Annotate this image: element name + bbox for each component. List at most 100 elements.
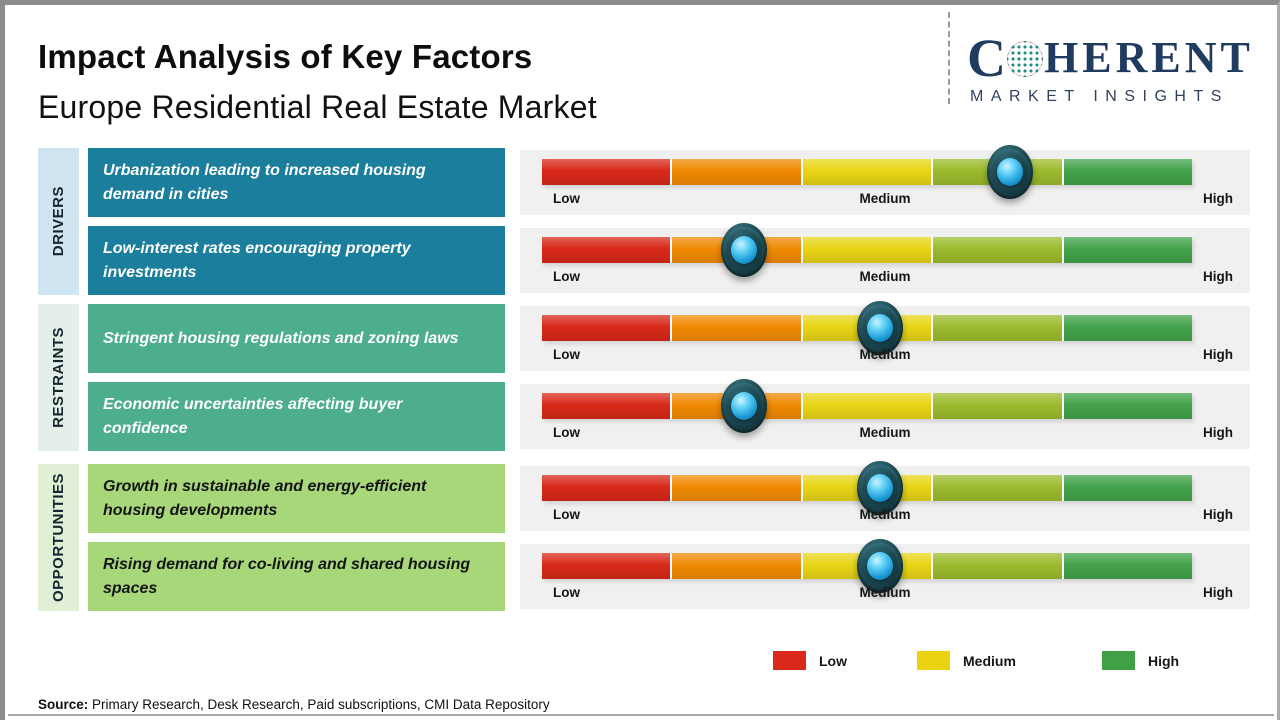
factor-box: Urbanization leading to increased housin…	[88, 148, 505, 217]
page-subtitle: Europe Residential Real Estate Market	[38, 89, 597, 125]
impact-scale-panel: Low Medium High	[520, 379, 1250, 449]
scale-segment-low	[542, 393, 673, 419]
scale-label-low: Low	[553, 269, 580, 284]
scale-segment-low	[542, 553, 673, 579]
scale-segment-low	[542, 159, 673, 185]
knob-core	[730, 236, 757, 264]
source-note: Source: Primary Research, Desk Research,…	[38, 697, 550, 712]
knob-core	[867, 552, 893, 580]
scale-segment-lowmed	[672, 315, 803, 341]
impact-scale-panel: Low Medium High	[520, 301, 1250, 371]
scale-label-medium: Medium	[859, 191, 911, 206]
scale-segment-medhigh	[933, 237, 1064, 263]
knob-core	[867, 474, 893, 502]
scale-segment-medium	[802, 393, 934, 419]
impact-scale-bar	[542, 475, 1193, 501]
scale-segment-low	[542, 315, 673, 341]
scale-labels: Low Medium High	[520, 347, 1250, 365]
scale-label-medium: Medium	[859, 269, 911, 284]
scale-segment-lowmed	[672, 159, 803, 185]
section-label-restraints: RESTRAINTS	[50, 327, 67, 428]
source-label: Source:	[38, 697, 89, 712]
knob-core	[730, 392, 757, 420]
logo-letter-c: C	[967, 28, 1006, 88]
scale-segment-medium	[802, 237, 934, 263]
factor-box: Growth in sustainable and energy-efficie…	[88, 464, 505, 533]
impact-scale-panel: Low Medium High	[520, 461, 1250, 531]
scale-segment-lowmed	[672, 553, 803, 579]
factor-box: Rising demand for co-living and shared h…	[88, 542, 505, 611]
legend-item-low: Low	[773, 651, 847, 670]
impact-slider-knob[interactable]	[987, 145, 1033, 199]
scale-segment-high	[1063, 237, 1193, 263]
impact-scale-bar	[542, 237, 1193, 263]
legend-swatch-medium	[917, 651, 950, 670]
section-strip-restraints: RESTRAINTS	[38, 304, 79, 451]
scale-label-medium: Medium	[859, 347, 911, 362]
scale-segment-high	[1063, 475, 1193, 501]
scale-segment-high	[1063, 393, 1193, 419]
factor-text: Urbanization leading to increased housin…	[103, 161, 426, 203]
footer-divider	[8, 714, 1274, 716]
factor-box: Stringent housing regulations and zoning…	[88, 304, 505, 373]
scale-labels: Low Medium High	[520, 585, 1250, 603]
scale-segment-medium	[802, 159, 934, 185]
scale-segment-medhigh	[933, 475, 1064, 501]
factor-box: Low-interest rates encouraging property …	[88, 226, 505, 295]
impact-scale-panel: Low Medium High	[520, 145, 1250, 215]
legend-label-low: Low	[819, 652, 847, 669]
legend-label-high: High	[1148, 652, 1180, 669]
scale-segment-high	[1063, 553, 1193, 579]
logo-divider	[948, 12, 950, 104]
legend-item-medium: Medium	[917, 651, 1016, 670]
scale-label-high: High	[1203, 585, 1233, 600]
factor-box: Economic uncertainties affecting buyer c…	[88, 382, 505, 451]
scale-segment-high	[1063, 159, 1193, 185]
scale-segment-low	[542, 237, 673, 263]
scale-label-low: Low	[553, 425, 580, 440]
scale-segment-medhigh	[933, 393, 1064, 419]
impact-scale-bar	[542, 553, 1193, 579]
factor-text: Stringent housing regulations and zoning…	[103, 329, 459, 347]
scale-label-high: High	[1203, 269, 1233, 284]
scale-label-low: Low	[553, 507, 580, 522]
scale-segment-low	[542, 475, 673, 501]
scale-label-high: High	[1203, 425, 1233, 440]
impact-slider-knob[interactable]	[857, 539, 903, 593]
scale-segment-lowmed	[672, 475, 803, 501]
scale-labels: Low Medium High	[520, 507, 1250, 525]
section-strip-drivers: DRIVERS	[38, 148, 79, 295]
impact-scale-bar	[542, 159, 1193, 185]
section-label-opportunities: OPPORTUNITIES	[50, 472, 67, 602]
scale-segment-medhigh	[933, 553, 1064, 579]
company-logo: C HERENT MARKET INSIGHTS	[967, 31, 1263, 106]
globe-icon	[1007, 41, 1043, 77]
scale-segment-medhigh	[933, 315, 1064, 341]
scale-label-medium: Medium	[859, 425, 911, 440]
scale-labels: Low Medium High	[520, 425, 1250, 443]
scale-label-high: High	[1203, 507, 1233, 522]
factor-text: Growth in sustainable and energy-efficie…	[103, 477, 427, 519]
impact-slider-knob[interactable]	[720, 379, 767, 433]
scale-segment-high	[1063, 315, 1193, 341]
scale-label-low: Low	[553, 585, 580, 600]
scale-labels: Low Medium High	[520, 269, 1250, 287]
scale-label-high: High	[1203, 347, 1233, 362]
impact-slider-knob[interactable]	[857, 301, 903, 355]
factor-text: Rising demand for co-living and shared h…	[103, 555, 471, 597]
scale-label-low: Low	[553, 191, 580, 206]
logo-letters-herent: HERENT	[1044, 33, 1254, 82]
legend-label-medium: Medium	[963, 652, 1016, 669]
scale-label-medium: Medium	[859, 585, 911, 600]
impact-scale-bar	[542, 393, 1193, 419]
impact-slider-knob[interactable]	[857, 461, 903, 515]
source-text: Primary Research, Desk Research, Paid su…	[88, 697, 550, 712]
impact-slider-knob[interactable]	[720, 223, 767, 277]
section-strip-opportunities: OPPORTUNITIES	[38, 464, 79, 611]
factor-text: Low-interest rates encouraging property …	[103, 239, 411, 281]
scale-label-low: Low	[553, 347, 580, 362]
logo-tagline: MARKET INSIGHTS	[970, 88, 1229, 105]
factor-text: Economic uncertainties affecting buyer c…	[103, 395, 403, 437]
scale-label-high: High	[1203, 191, 1233, 206]
